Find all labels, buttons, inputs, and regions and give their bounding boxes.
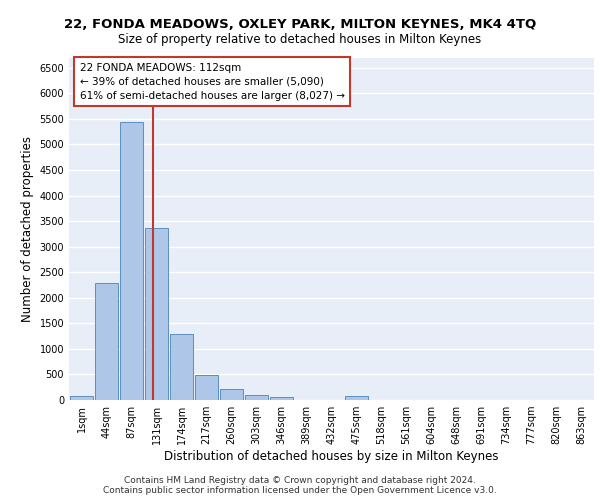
Bar bbox=[220, 389, 244, 400]
Text: 22, FONDA MEADOWS, OXLEY PARK, MILTON KEYNES, MK4 4TQ: 22, FONDA MEADOWS, OXLEY PARK, MILTON KE… bbox=[64, 18, 536, 30]
Y-axis label: Number of detached properties: Number of detached properties bbox=[21, 136, 34, 322]
Bar bbox=[145, 228, 169, 400]
Bar bbox=[170, 334, 193, 400]
Text: Contains HM Land Registry data © Crown copyright and database right 2024.
Contai: Contains HM Land Registry data © Crown c… bbox=[103, 476, 497, 495]
Bar bbox=[344, 396, 368, 400]
Text: Size of property relative to detached houses in Milton Keynes: Size of property relative to detached ho… bbox=[118, 32, 482, 46]
Bar bbox=[70, 396, 94, 400]
X-axis label: Distribution of detached houses by size in Milton Keynes: Distribution of detached houses by size … bbox=[164, 450, 499, 463]
Bar bbox=[119, 122, 143, 400]
Bar bbox=[95, 284, 118, 400]
Bar bbox=[269, 397, 293, 400]
Text: 22 FONDA MEADOWS: 112sqm
← 39% of detached houses are smaller (5,090)
61% of sem: 22 FONDA MEADOWS: 112sqm ← 39% of detach… bbox=[79, 62, 344, 100]
Bar bbox=[194, 376, 218, 400]
Bar bbox=[245, 394, 268, 400]
